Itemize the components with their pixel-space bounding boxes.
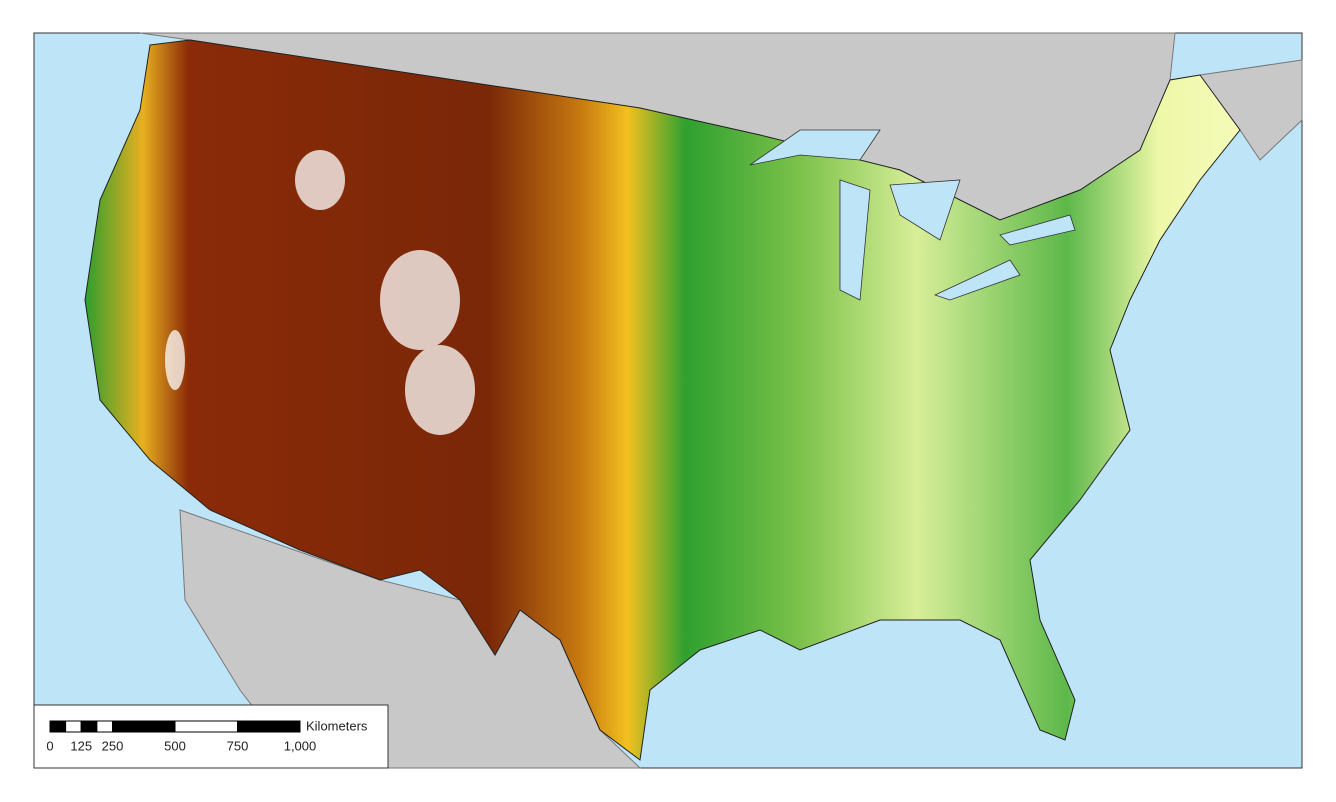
scale-segment [112, 720, 176, 733]
scale-bar: 0 125 250 500 750 1,000 [46, 720, 317, 753]
scale-segment [80, 720, 98, 733]
scale-segment [237, 720, 301, 733]
scale-segment [49, 720, 67, 733]
scale-segment [96, 720, 113, 733]
scale-tick-label: 250 [102, 738, 124, 753]
scale-segment [65, 720, 82, 733]
scale-tick-label: 125 [70, 738, 92, 753]
scale-tick-label: 750 [227, 738, 249, 753]
scale-unit: Kilometers [306, 718, 368, 733]
scale-tick-label: 0 [46, 738, 53, 753]
contiguous-us [84, 39, 1241, 761]
scale-segment [174, 720, 238, 733]
great-lakes [749, 129, 1076, 301]
snow-peaks [165, 150, 475, 435]
scale-bar-box [33, 704, 389, 769]
scale-tick-label: 500 [164, 738, 186, 753]
scale-tick-label: 1,000 [284, 738, 317, 753]
